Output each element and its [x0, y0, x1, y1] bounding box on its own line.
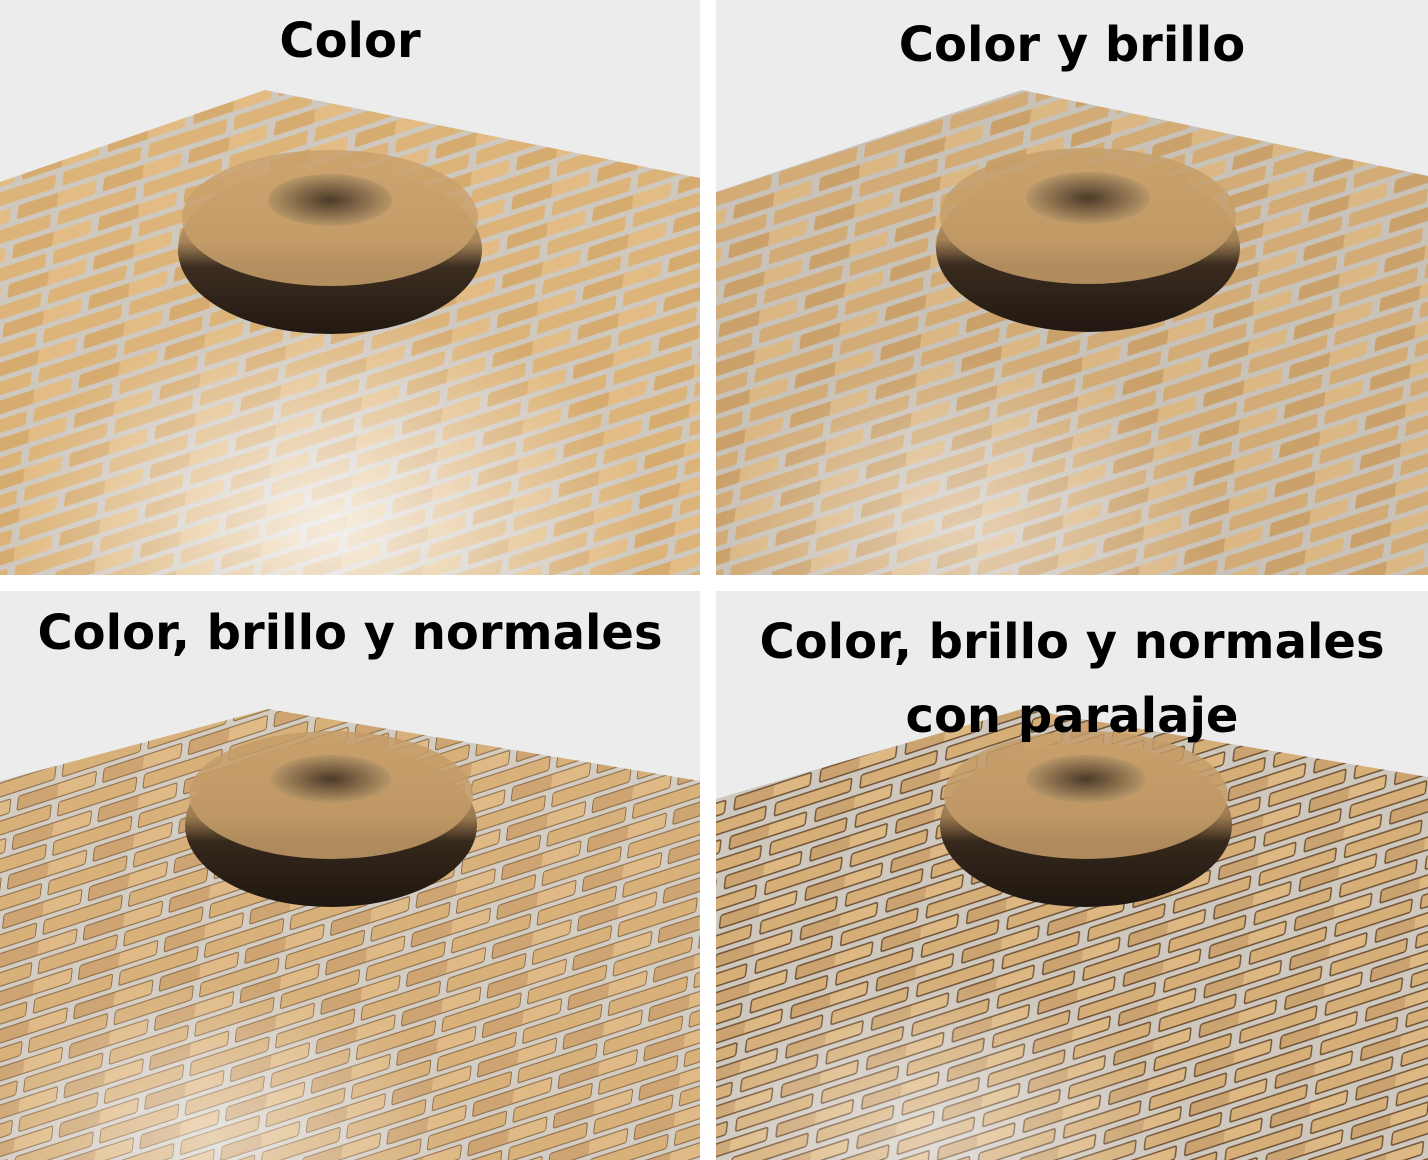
- brick-floor-render: [0, 90, 700, 575]
- panel-title: Color, brillo y normales con paralaje: [716, 605, 1428, 753]
- render-panel-color-gloss: Color y brillo: [716, 0, 1428, 575]
- panel-title-line: con paralaje: [905, 688, 1239, 744]
- panel-title-line: Color y brillo: [898, 17, 1246, 73]
- panel-title-line: Color: [279, 13, 421, 69]
- panel-title-line: Color, brillo y normales: [759, 614, 1385, 670]
- panel-title: Color y brillo: [716, 8, 1428, 82]
- brick-floor-render: [716, 709, 1428, 1160]
- panel-title: Color: [0, 4, 700, 78]
- render-panel-color-gloss-normals: Color, brillo y normales: [0, 591, 700, 1160]
- render-panel-color: Color: [0, 0, 700, 575]
- panel-title-line: Color, brillo y normales: [37, 605, 663, 661]
- brick-floor-render: [0, 709, 700, 1160]
- render-panel-color-gloss-normals-parallax: Color, brillo y normales con paralaje: [716, 591, 1428, 1160]
- brick-floor-render: [716, 90, 1428, 575]
- panel-title: Color, brillo y normales: [0, 596, 700, 670]
